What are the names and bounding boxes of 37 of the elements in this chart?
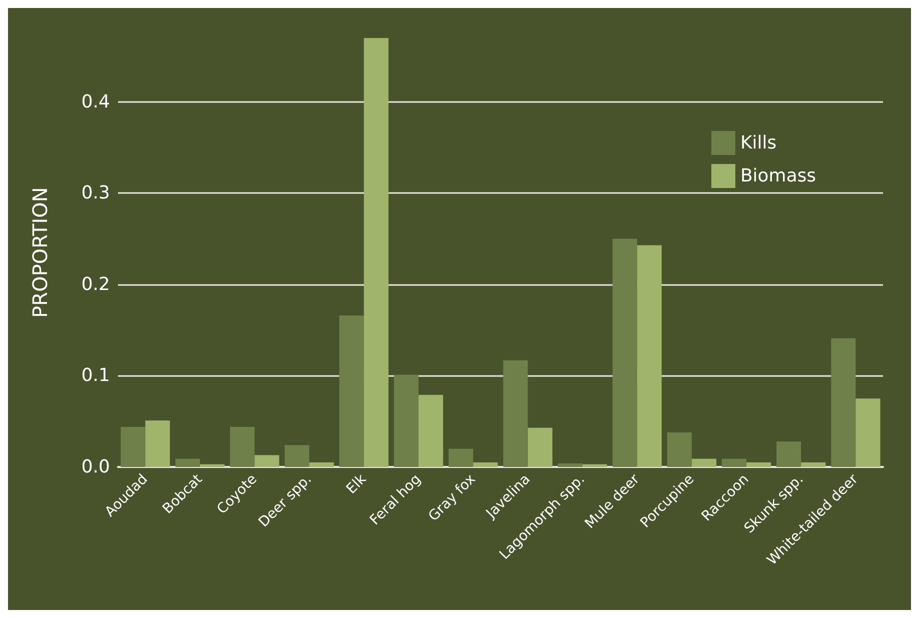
bar bbox=[175, 458, 200, 467]
bar bbox=[692, 458, 716, 467]
y-tick-label: 0.3 bbox=[81, 182, 110, 204]
bar bbox=[801, 462, 826, 467]
x-tick-label: Elk bbox=[344, 470, 370, 498]
y-axis-title: PROPORTION bbox=[28, 187, 52, 318]
bar bbox=[339, 315, 364, 467]
bar bbox=[776, 441, 802, 467]
bar bbox=[284, 445, 310, 467]
y-tick-label: 0.4 bbox=[81, 91, 110, 112]
bar bbox=[145, 420, 170, 467]
bar bbox=[120, 426, 146, 467]
bar bbox=[746, 462, 771, 467]
bar bbox=[667, 432, 692, 467]
bar bbox=[637, 245, 662, 467]
bar bbox=[309, 462, 334, 467]
bar bbox=[364, 38, 388, 467]
bar bbox=[582, 464, 608, 467]
y-tick-label: 0.0 bbox=[81, 456, 110, 478]
bar bbox=[418, 394, 444, 467]
bar bbox=[254, 455, 280, 467]
bar bbox=[394, 374, 419, 467]
y-tick-label: 0.2 bbox=[81, 274, 110, 295]
y-tick-label: 0.1 bbox=[81, 365, 110, 386]
legend-label: Kills bbox=[740, 132, 777, 154]
bar bbox=[230, 426, 255, 467]
bar bbox=[200, 464, 225, 467]
bar bbox=[612, 238, 638, 467]
bar bbox=[503, 360, 528, 467]
bar bbox=[448, 448, 474, 467]
bar bbox=[722, 458, 746, 467]
bar bbox=[856, 398, 880, 467]
bar bbox=[558, 463, 582, 467]
bar bbox=[831, 338, 856, 467]
bar bbox=[473, 462, 498, 467]
legend-label: Biomass bbox=[740, 166, 816, 186]
bar bbox=[528, 428, 552, 467]
